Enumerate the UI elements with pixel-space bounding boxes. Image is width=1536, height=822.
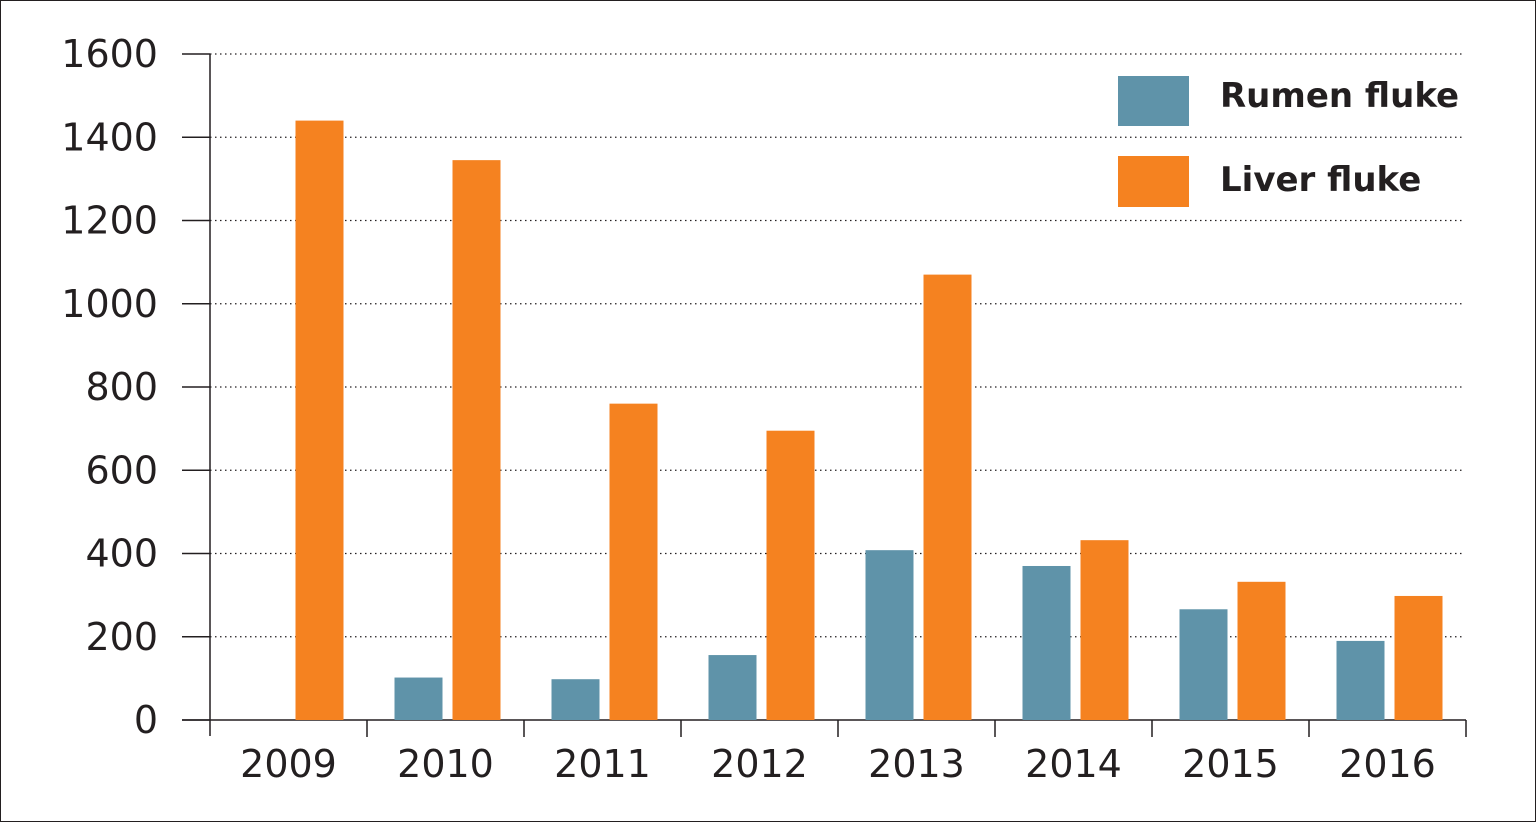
y-tick-label: 200 [85,615,158,659]
bar-liver-fluke-2015 [1237,581,1286,720]
y-tick-label: 800 [85,365,158,409]
x-tick-label: 2014 [1025,742,1122,786]
x-tick-label: 2016 [1339,742,1436,786]
legend-swatch-rumen-fluke [1118,76,1189,126]
x-tick-label: 2012 [711,742,808,786]
bar-liver-fluke-2009 [295,120,344,721]
y-tick-label: 1200 [61,199,158,243]
bar-liver-fluke-2010 [452,160,501,721]
legend-label-liver-fluke: Liver fluke [1220,160,1421,200]
bar-rumen-fluke-2015 [1179,609,1228,720]
bar-liver-fluke-2014 [1080,540,1129,720]
y-tick-label: 1000 [61,282,158,326]
legend-swatch-liver-fluke [1118,156,1189,207]
bar-liver-fluke-2011 [609,403,658,720]
bar-liver-fluke-2013 [923,274,972,720]
legend-label-rumen-fluke: Rumen fluke [1220,76,1459,116]
x-tick-label: 2010 [397,742,494,786]
x-tick-labels: 2009 2010 2011 2012 2013 2014 2015 2016 [240,742,1436,786]
y-tick-label: 1600 [61,32,158,76]
x-tick-label: 2009 [240,742,337,786]
bar-liver-fluke-2012 [766,430,815,720]
x-tick-label: 2011 [554,742,651,786]
x-tick-label: 2013 [868,742,965,786]
bar-rumen-fluke-2012 [708,655,757,720]
y-tick-label: 600 [85,448,158,492]
x-tick-label: 2015 [1182,742,1279,786]
y-tick-label: 0 [134,698,158,742]
bar-rumen-fluke-2014 [1022,565,1071,720]
gridlines [210,53,1462,638]
bar-rumen-fluke-2010 [394,677,443,720]
y-tick-label: 1400 [61,115,158,159]
bars [295,120,1443,721]
y-tick-label: 400 [85,532,158,576]
bar-rumen-fluke-2011 [551,679,600,720]
legend: Rumen fluke Liver fluke [1118,76,1459,207]
bar-rumen-fluke-2016 [1336,640,1385,720]
bar-rumen-fluke-2013 [865,550,914,720]
bar-liver-fluke-2016 [1394,595,1443,720]
y-tick-labels: 0 200 400 600 800 1000 1200 1400 1600 [61,32,158,742]
